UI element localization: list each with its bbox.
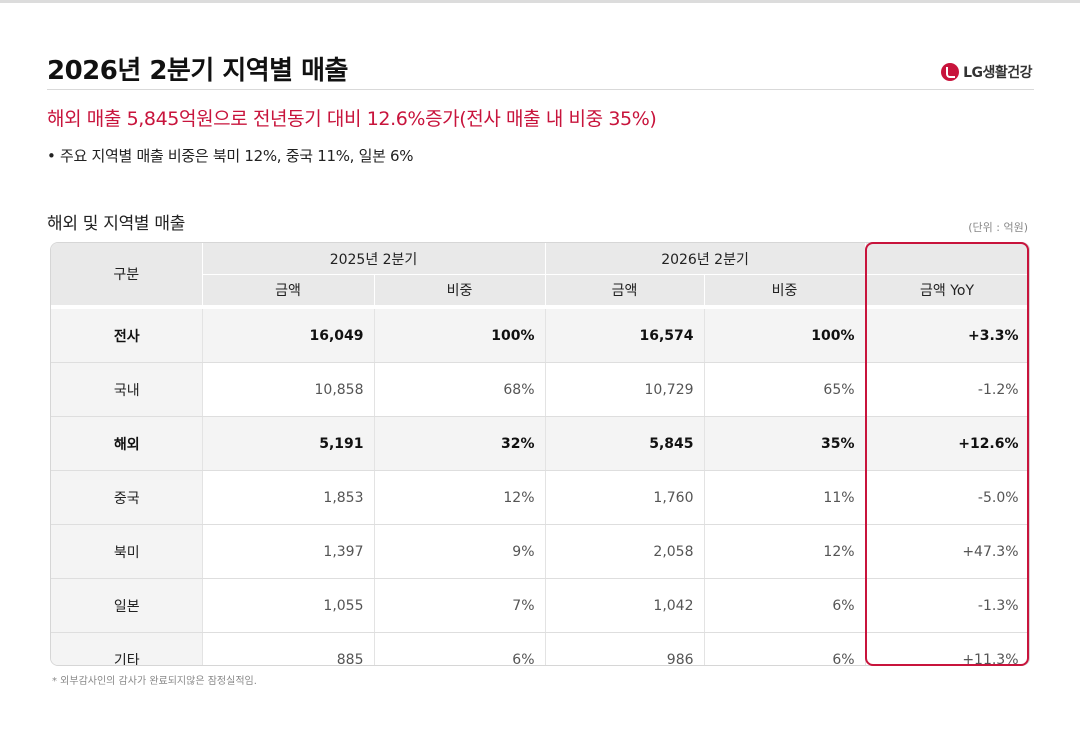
prev-amount-cell: 1,397: [202, 524, 375, 579]
company-logo: LG생활건강: [941, 62, 1032, 82]
curr-share-cell: 35%: [704, 416, 866, 471]
prev-amount-cell: 885: [202, 632, 375, 665]
yoy-cell: -1.2%: [865, 362, 1029, 417]
curr-amount-cell: 1,042: [545, 578, 705, 633]
row-label: 해외: [51, 416, 203, 471]
curr-share-cell: 100%: [704, 305, 866, 363]
regional-sales-table: 구분 2025년 2분기 2026년 2분기 금액 비중 금액 비중 금액 Yo…: [50, 242, 1030, 666]
curr-amount-cell: 1,760: [545, 470, 705, 525]
yoy-cell: +11.3%: [865, 632, 1029, 665]
prev-amount-cell: 1,853: [202, 470, 375, 525]
top-border: [0, 0, 1080, 3]
curr-amount-cell: 16,574: [545, 305, 705, 363]
table-row: 중국 1,853 12% 1,760 11% -5.0%: [51, 470, 1029, 525]
prev-amount-cell: 1,055: [202, 578, 375, 633]
curr-amount-cell: 10,729: [545, 362, 705, 417]
col-yoy: 금액 YoY: [865, 274, 1029, 308]
prev-share-cell: 100%: [374, 305, 546, 363]
curr-share-cell: 11%: [704, 470, 866, 525]
prev-amount-cell: 10,858: [202, 362, 375, 417]
prev-amount-cell: 5,191: [202, 416, 375, 471]
summary-bullet: • 주요 지역별 매출 비중은 북미 12%, 중국 11%, 일본 6%: [47, 147, 414, 165]
col-prev-amount: 금액: [202, 274, 375, 308]
table-row: 해외 5,191 32% 5,845 35% +12.6%: [51, 416, 1029, 471]
period-prev-header: 2025년 2분기: [202, 243, 546, 275]
section-title: 해외 및 지역별 매출: [47, 214, 186, 234]
prev-share-cell: 68%: [374, 362, 546, 417]
col-curr-share: 비중: [704, 274, 866, 308]
unit-label: (단위 : 억원): [968, 221, 1028, 234]
curr-amount-cell: 986: [545, 632, 705, 665]
yoy-header-spacer: [865, 243, 1029, 275]
row-label: 중국: [51, 470, 203, 525]
table-row: 전사 16,049 100% 16,574 100% +3.3%: [51, 305, 1029, 363]
prev-share-cell: 9%: [374, 524, 546, 579]
prev-share-cell: 12%: [374, 470, 546, 525]
prev-share-cell: 7%: [374, 578, 546, 633]
curr-share-cell: 6%: [704, 632, 866, 665]
title-divider: [47, 89, 1034, 90]
curr-amount-cell: 5,845: [545, 416, 705, 471]
row-label: 국내: [51, 362, 203, 417]
row-label: 전사: [51, 305, 203, 363]
prev-amount-cell: 16,049: [202, 305, 375, 363]
table-row: 북미 1,397 9% 2,058 12% +47.3%: [51, 524, 1029, 579]
table-row: 국내 10,858 68% 10,729 65% -1.2%: [51, 362, 1029, 417]
page-title: 2026년 2분기 지역별 매출: [47, 56, 348, 86]
prev-share-cell: 32%: [374, 416, 546, 471]
headline: 해외 매출 5,845억원으로 전년동기 대비 12.6%증가(전사 매출 내 …: [47, 108, 657, 130]
footnote: * 외부감사인의 감사가 완료되지않은 잠정실적임.: [52, 676, 257, 687]
row-label: 기타: [51, 632, 203, 665]
col-curr-amount: 금액: [545, 274, 705, 308]
lg-logo-icon: [941, 63, 960, 81]
curr-share-cell: 12%: [704, 524, 866, 579]
curr-share-cell: 65%: [704, 362, 866, 417]
yoy-cell: +12.6%: [865, 416, 1029, 471]
yoy-cell: +3.3%: [865, 305, 1029, 363]
logo-text: LG생활건강: [963, 65, 1032, 81]
row-label: 일본: [51, 578, 203, 633]
table-row: 일본 1,055 7% 1,042 6% -1.3%: [51, 578, 1029, 633]
row-header: 구분: [51, 243, 203, 308]
period-curr-header: 2026년 2분기: [545, 243, 866, 275]
curr-amount-cell: 2,058: [545, 524, 705, 579]
row-label: 북미: [51, 524, 203, 579]
col-prev-share: 비중: [374, 274, 546, 308]
curr-share-cell: 6%: [704, 578, 866, 633]
table-row: 기타 885 6% 986 6% +11.3%: [51, 632, 1029, 665]
yoy-cell: +47.3%: [865, 524, 1029, 579]
prev-share-cell: 6%: [374, 632, 546, 665]
yoy-cell: -1.3%: [865, 578, 1029, 633]
yoy-cell: -5.0%: [865, 470, 1029, 525]
